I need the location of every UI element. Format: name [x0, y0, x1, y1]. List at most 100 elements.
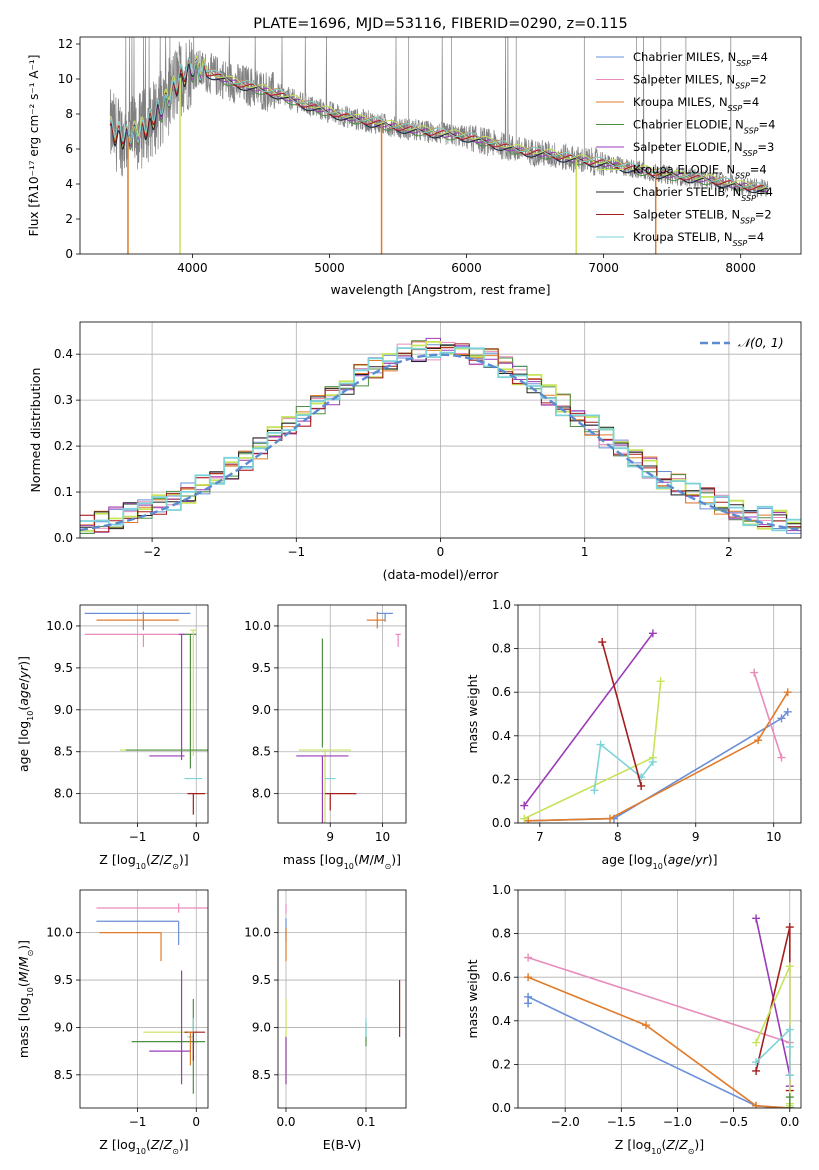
- y-tick-label: 9.0: [54, 703, 73, 717]
- label-part: /: [159, 1137, 164, 1152]
- y-tick-label: 0.0: [492, 816, 511, 830]
- label-part: Z [log: [99, 852, 135, 867]
- x-tick-label: −1: [129, 830, 147, 844]
- error-bar-point: [366, 611, 386, 629]
- grid-lines: [278, 890, 406, 1108]
- legend-n: =2: [750, 73, 767, 87]
- label-part: (: [146, 1137, 151, 1152]
- error-bar-point: [96, 920, 180, 945]
- weight-point-marker: [785, 1093, 794, 1102]
- axes-frame: [79, 36, 802, 255]
- legend-entry: Chabrier ELODIE, NSSP=4: [633, 118, 775, 136]
- weight-series-line: [755, 1027, 791, 1076]
- error-bar-point: [187, 1031, 194, 1066]
- y-axis-label: age [log10(age/yr)]: [16, 656, 35, 772]
- legend-label: Kroupa STELIB, N: [633, 230, 733, 244]
- y-tick-label: 8: [65, 107, 73, 121]
- weight-point-marker: [637, 781, 646, 790]
- model-spectrum: [109, 59, 769, 191]
- label-part: (: [16, 706, 31, 711]
- weight-series-line: [755, 926, 791, 1091]
- legend-sub: SSP: [733, 239, 748, 248]
- legend-entry: Salpeter MILES, NSSP=2: [633, 73, 767, 91]
- weight-point-marker: [590, 786, 599, 795]
- legend-sub: SSP: [744, 126, 759, 135]
- label-part: ⊙: [385, 862, 392, 871]
- y-axis-label: Flux [fλ10⁻¹⁷ erg cm⁻² s⁻¹ A⁻¹]: [27, 55, 41, 237]
- legend-label: Salpeter STELIB, N: [633, 208, 740, 222]
- legend-entry: Salpeter ELODIE, NSSP=3: [633, 140, 774, 158]
- grid-lines: [518, 604, 801, 824]
- model-spectrum: [109, 55, 769, 190]
- label-part: (: [16, 982, 31, 987]
- weight-point-marker: [524, 992, 533, 1001]
- y-tick-label: 0.4: [54, 347, 73, 361]
- label-part: age [log: [601, 852, 652, 867]
- x-tick-label: −1.0: [663, 1115, 692, 1129]
- label-part: 10: [136, 1147, 146, 1156]
- label-part: /: [370, 852, 375, 867]
- panel-age_vs_mass: 9 10 8.0 8.5 9.0 9.5 10.0: [244, 604, 407, 844]
- weight-series-line: [601, 641, 642, 787]
- y-tick-label: 1.0: [492, 883, 511, 897]
- error-bar-point: [298, 749, 352, 823]
- weight-point-marker: [648, 629, 657, 638]
- y-tick-label: 0.8: [492, 927, 511, 941]
- y-tick-label: 0.8: [492, 642, 511, 656]
- legend-sub: SSP: [740, 216, 755, 225]
- y-tick-label: 0: [65, 247, 73, 261]
- y-tick-label: 12: [58, 37, 73, 51]
- legend: Chabrier MILES, NSSP=4 Salpeter MILES, NS…: [596, 50, 775, 248]
- y-tick-label: 0.0: [492, 1101, 511, 1115]
- panel-spectrum: 4000 5000 6000 7000 8000 0 2 4 6 8 10 12: [58, 36, 802, 275]
- histogram-series: [80, 346, 801, 532]
- x-tick-label: 10: [766, 830, 781, 844]
- label-part: ⊙: [172, 1147, 179, 1156]
- y-tick-label: 0.6: [492, 970, 511, 984]
- x-tick-label: 0.1: [356, 1115, 375, 1129]
- error-bar-point: [184, 633, 197, 769]
- error-bar-point: [96, 903, 208, 913]
- label-part: age: [16, 682, 31, 706]
- plot-area: [285, 904, 401, 1085]
- label-part: /: [16, 966, 31, 971]
- weight-series-line: [527, 976, 790, 1108]
- x-tick-label: 4000: [177, 261, 208, 275]
- x-tick-label: 10: [375, 830, 390, 844]
- axes-frame: [517, 889, 802, 1109]
- label-part: E(B-V): [323, 1137, 362, 1152]
- label-part: )]: [694, 1137, 704, 1152]
- label-part: 10: [651, 1147, 661, 1156]
- y-tick-label: 8.5: [252, 1068, 271, 1082]
- label-part: yr: [694, 852, 708, 867]
- label-part: Z [log: [99, 1137, 135, 1152]
- x-tick-label: 0: [437, 545, 445, 559]
- label-part: (: [663, 852, 668, 867]
- weight-point-marker: [785, 962, 794, 971]
- grid-lines: [80, 890, 208, 1108]
- x-tick-label: 1: [581, 545, 589, 559]
- y-tick-label: 8.5: [54, 745, 73, 759]
- x-tick-label: 8: [614, 830, 622, 844]
- y-tick-label: 1.0: [492, 598, 511, 612]
- legend-sub: SSP: [735, 81, 750, 90]
- panel-mass_weight_vs_age: 7 8 9 10 0.0 0.2 0.4 0.6 0.8 1.0: [492, 598, 802, 844]
- label-part: 10: [653, 862, 663, 871]
- legend-entry: Chabrier MILES, NSSP=4: [633, 50, 768, 68]
- legend-entry: Salpeter STELIB, NSSP=2: [633, 208, 772, 226]
- x-tick-label: −1: [287, 545, 305, 559]
- weight-series-line: [593, 742, 654, 791]
- y-tick-label: 2: [65, 212, 73, 226]
- y-tick-label: 0.2: [54, 439, 73, 453]
- weight-point-marker: [785, 1104, 794, 1108]
- histogram-series: [80, 343, 801, 533]
- error-bar-point: [190, 629, 197, 756]
- model-spectrum: [109, 58, 769, 189]
- label-part: ⊙: [688, 1147, 695, 1156]
- legend-n: =2: [755, 208, 772, 222]
- legend-label: Chabrier STELIB, N: [633, 185, 741, 199]
- label-part: )]: [708, 852, 718, 867]
- label-part: M: [374, 852, 385, 867]
- legend-n: =4: [756, 185, 773, 199]
